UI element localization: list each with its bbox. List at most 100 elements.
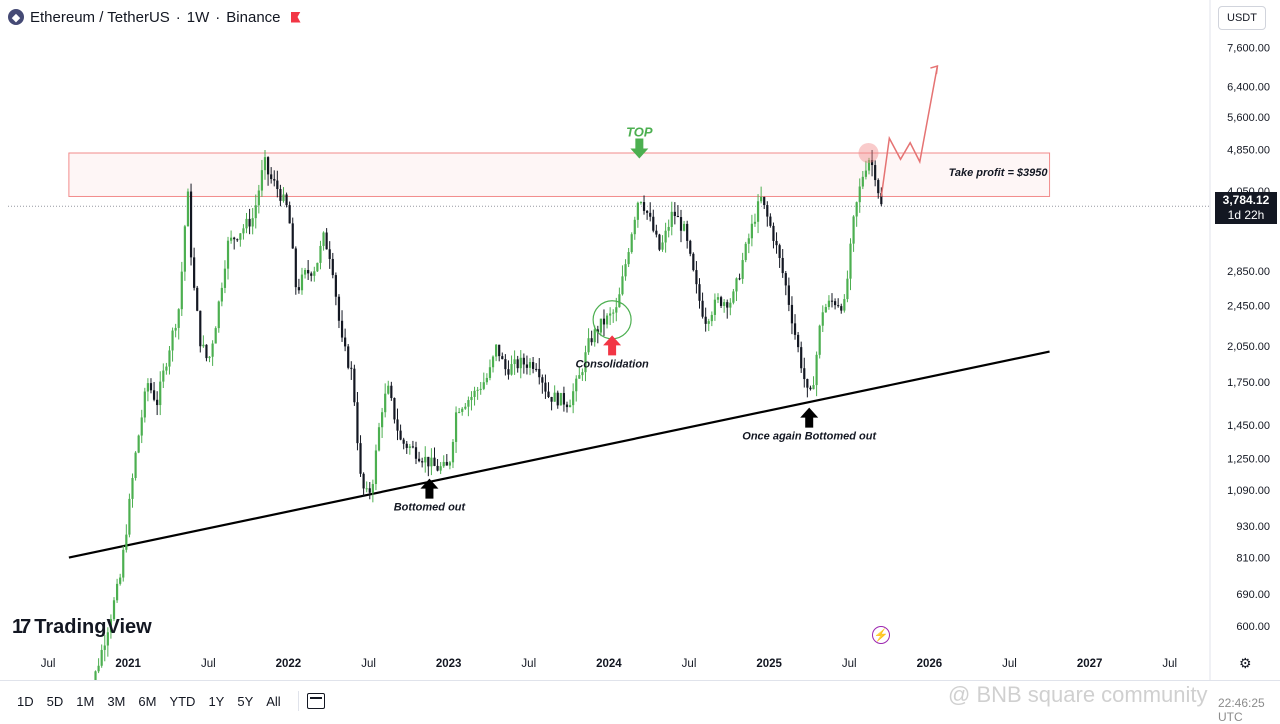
candle-body bbox=[504, 359, 507, 370]
candle-body bbox=[624, 264, 627, 277]
candle-body bbox=[649, 212, 652, 217]
candle bbox=[790, 296, 794, 335]
candle bbox=[806, 378, 809, 398]
candle-body bbox=[830, 300, 834, 302]
candle bbox=[103, 635, 106, 662]
support-trendline bbox=[68, 350, 1050, 559]
candle-body bbox=[627, 252, 630, 265]
candle-body bbox=[593, 329, 596, 343]
candle-body bbox=[270, 174, 273, 180]
range-button-1y[interactable]: 1Y bbox=[208, 693, 225, 709]
candle-body bbox=[359, 443, 362, 474]
candle bbox=[433, 447, 436, 467]
symbol-header[interactable]: ◆ Ethereum / TetherUS · 1W · Binance bbox=[8, 6, 301, 28]
candle-body bbox=[100, 649, 103, 666]
candle bbox=[864, 160, 868, 180]
tradingview-logo[interactable]: 17 TradingView bbox=[12, 616, 152, 639]
candle-body bbox=[689, 240, 692, 254]
candle bbox=[100, 644, 103, 668]
candle bbox=[676, 205, 680, 218]
candle-body bbox=[852, 216, 855, 244]
candle bbox=[698, 278, 701, 309]
tradingview-logo-mark: 17 bbox=[12, 616, 31, 638]
candle-body bbox=[605, 315, 609, 325]
candle bbox=[297, 278, 300, 294]
candle bbox=[270, 167, 273, 184]
candle bbox=[288, 201, 291, 224]
candle bbox=[673, 202, 676, 225]
candle-body bbox=[528, 362, 532, 368]
settings-gear-icon[interactable]: ⚙ bbox=[1239, 655, 1252, 671]
range-button-5y[interactable]: 5Y bbox=[237, 693, 254, 709]
candle bbox=[199, 310, 202, 353]
candle bbox=[535, 363, 538, 372]
range-button-6m[interactable]: 6M bbox=[138, 693, 157, 709]
candle bbox=[793, 314, 797, 340]
candle bbox=[445, 454, 448, 466]
price-chart[interactable]: 600.00 690.00 810.00 930.00 1,090.00 1,250.00… bbox=[0, 0, 1280, 680]
candle-body bbox=[319, 245, 322, 263]
candle bbox=[254, 194, 257, 229]
candle bbox=[122, 545, 125, 582]
currency-button[interactable]: USDT bbox=[1218, 6, 1266, 30]
range-button-ytd[interactable]: YTD bbox=[169, 693, 196, 709]
candle-body bbox=[402, 439, 405, 444]
candle bbox=[266, 156, 270, 186]
candle-body bbox=[143, 391, 146, 418]
candle bbox=[156, 391, 159, 416]
recent-top-highlight bbox=[858, 143, 879, 164]
candle-body bbox=[726, 302, 729, 308]
range-button-all[interactable]: All bbox=[266, 693, 281, 709]
range-button-5d[interactable]: 5D bbox=[46, 693, 64, 709]
candle bbox=[251, 208, 254, 235]
candle-body bbox=[387, 385, 390, 394]
candle-body bbox=[325, 232, 328, 250]
current-price-tag: 3,784.12 1d 22h bbox=[1215, 192, 1277, 224]
candle bbox=[146, 378, 150, 402]
candle bbox=[837, 298, 840, 308]
candle bbox=[451, 439, 455, 469]
range-button-1d[interactable]: 1D bbox=[17, 693, 34, 709]
range-button-1m[interactable]: 1M bbox=[76, 693, 95, 709]
y-tick-label: 930.00 bbox=[1236, 521, 1270, 533]
candle bbox=[528, 358, 532, 376]
current-price: 3,784.12 bbox=[1222, 193, 1270, 207]
candle-body bbox=[516, 359, 519, 369]
candle-body bbox=[248, 218, 251, 227]
candle-body bbox=[310, 273, 313, 276]
candle bbox=[596, 325, 599, 344]
candle bbox=[710, 311, 713, 327]
range-button-3m[interactable]: 3M bbox=[107, 693, 126, 709]
ethereum-icon: ◆ bbox=[8, 9, 24, 25]
calendar-icon[interactable] bbox=[306, 693, 325, 709]
candle bbox=[411, 440, 415, 449]
candle bbox=[636, 201, 639, 228]
candle-body bbox=[772, 225, 775, 241]
candle-body bbox=[818, 325, 821, 355]
candle-body bbox=[578, 375, 581, 379]
candle bbox=[313, 266, 316, 282]
candle-body bbox=[753, 221, 757, 224]
candle-body bbox=[146, 383, 150, 392]
candle-body bbox=[679, 217, 683, 231]
exchange-label: Binance bbox=[226, 8, 281, 26]
candle-body bbox=[196, 287, 199, 311]
candle bbox=[803, 357, 806, 388]
candle bbox=[377, 422, 381, 452]
candle bbox=[340, 310, 344, 342]
candle-body bbox=[254, 205, 257, 219]
flag-icon[interactable] bbox=[290, 11, 301, 23]
candle-body bbox=[424, 456, 427, 463]
candle bbox=[119, 573, 122, 586]
candle-body bbox=[393, 398, 396, 420]
candle-body bbox=[615, 307, 618, 313]
candle-body bbox=[433, 457, 436, 466]
candle-body bbox=[550, 397, 553, 402]
candle bbox=[381, 407, 384, 438]
candle-body bbox=[596, 329, 599, 333]
lightning-icon[interactable]: ⚡ bbox=[872, 626, 890, 644]
candle-body bbox=[189, 191, 193, 258]
candle-body bbox=[205, 344, 208, 359]
candle bbox=[498, 344, 501, 362]
candle-body bbox=[633, 219, 636, 235]
